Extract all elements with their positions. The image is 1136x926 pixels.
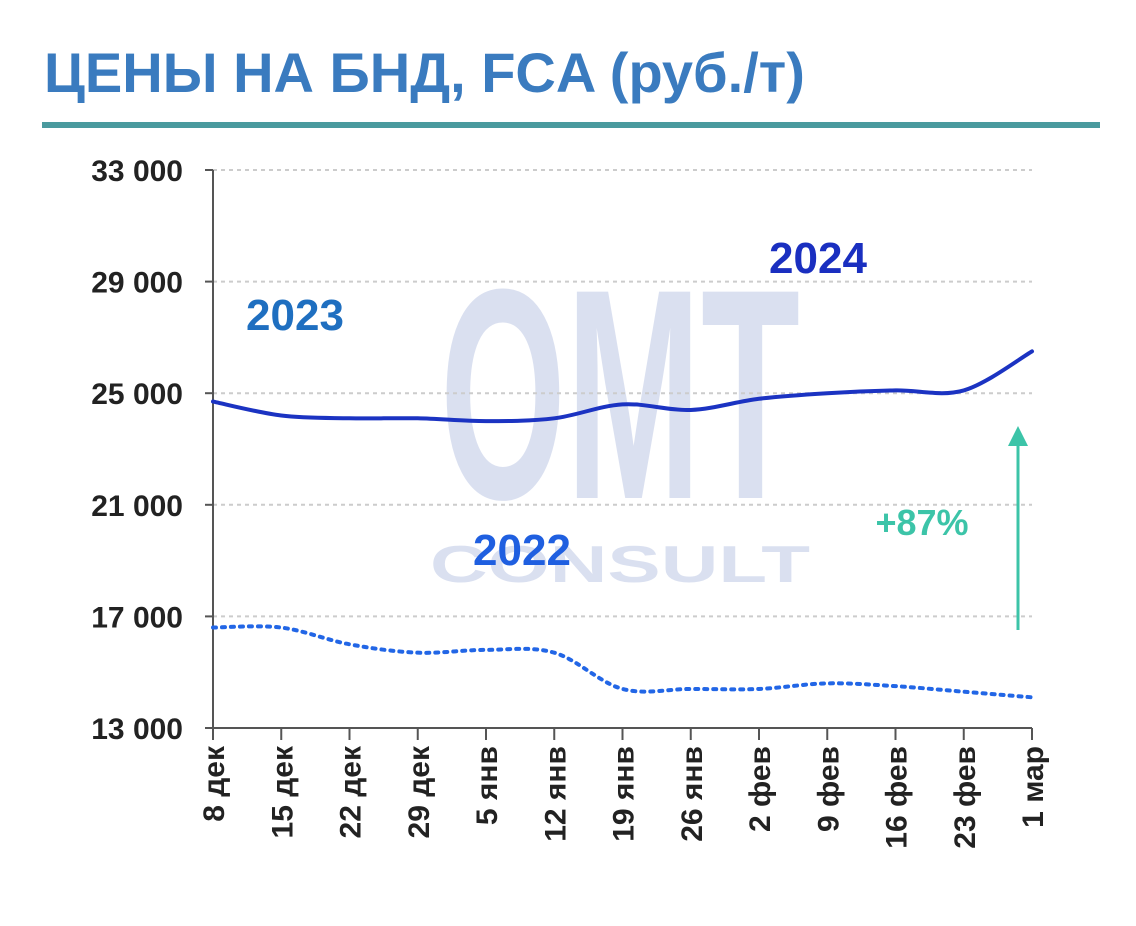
annotation: 2022 xyxy=(473,526,571,575)
watermark-text: CONSULT xyxy=(430,536,810,594)
x-tick-label: 1 мар xyxy=(1017,746,1050,828)
line-series xyxy=(211,349,1034,424)
line-series xyxy=(211,624,1034,700)
x-tick-label: 16 фев xyxy=(881,746,914,849)
annotation: +87% xyxy=(875,502,968,543)
x-tick-label: 19 янв xyxy=(608,746,641,842)
x-tick-label: 5 янв xyxy=(471,746,504,825)
y-tick-label: 25 000 xyxy=(91,378,183,411)
x-tick-label: 15 дек xyxy=(266,745,299,838)
x-tick-label: 8 дек xyxy=(198,745,231,822)
watermark-logo: OMT xyxy=(440,226,800,562)
y-tick-label: 17 000 xyxy=(91,601,183,634)
x-tick-label: 12 янв xyxy=(539,746,572,842)
y-tick-label: 33 000 xyxy=(91,155,183,188)
x-tick-label: 22 дек xyxy=(335,745,368,838)
x-tick-label: 26 янв xyxy=(676,746,709,842)
annotation: 2024 xyxy=(769,234,867,283)
annotation: 2023 xyxy=(246,291,344,340)
x-tick-label: 23 фев xyxy=(949,746,982,849)
x-tick-label: 9 фев xyxy=(812,746,845,832)
x-tick-label: 29 дек xyxy=(403,745,436,838)
x-tick-label: 2 фев xyxy=(744,746,777,832)
watermark: OMT CONSULT xyxy=(430,226,810,594)
chart-title: ЦЕНЫ НА БНД, FCA (руб./т) xyxy=(44,41,805,104)
y-tick-label: 21 000 xyxy=(91,490,183,523)
arrow-head xyxy=(1008,426,1028,446)
y-tick-label: 29 000 xyxy=(91,267,183,300)
y-tick-label: 13 000 xyxy=(91,713,183,746)
